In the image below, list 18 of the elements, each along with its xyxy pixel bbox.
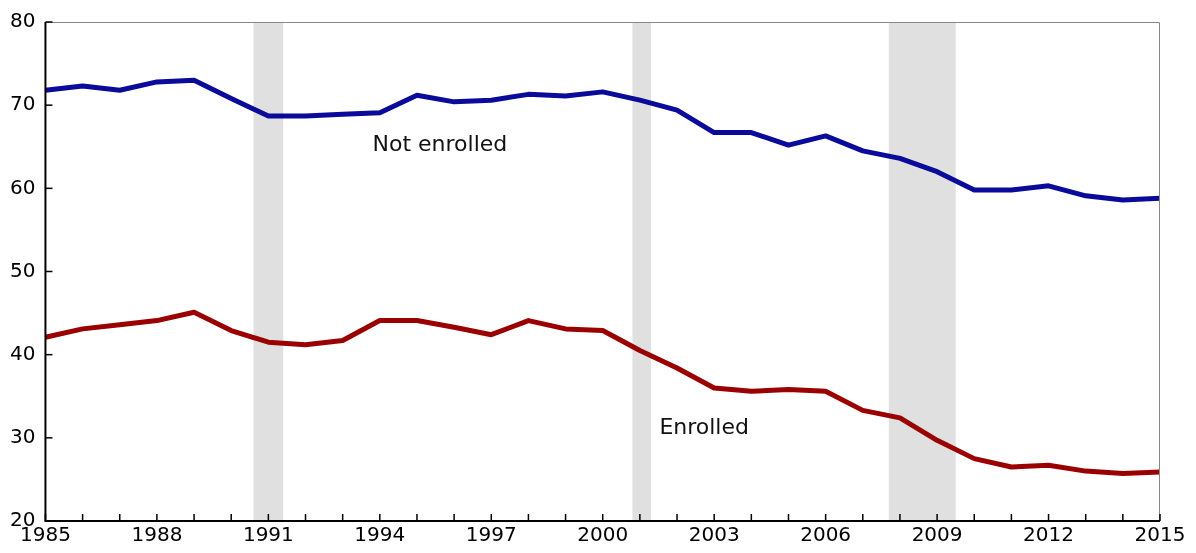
y-tick-label: 40 [10,340,36,365]
x-tick-label: 1997 [465,522,517,547]
y-tick-label: 70 [10,91,36,116]
x-tick-label: 1988 [131,522,183,547]
x-tick-label: 2009 [911,522,963,547]
x-tick-label: 2015 [1134,522,1186,547]
series-label: Enrolled [659,413,749,439]
y-tick-label: 50 [10,257,36,282]
x-tick-label: 2012 [1023,522,1074,547]
y-tick-label: 60 [10,174,36,199]
x-tick-label: 2000 [577,522,629,547]
series-label: Not enrolled [372,130,508,156]
x-tick-label: 2006 [800,522,852,547]
y-tick-label: 80 [10,8,36,33]
x-tick-label: 1994 [354,522,406,547]
y-tick-label: 30 [10,424,36,449]
x-tick-label: 2003 [688,522,740,547]
x-tick-label: 1991 [242,522,294,547]
